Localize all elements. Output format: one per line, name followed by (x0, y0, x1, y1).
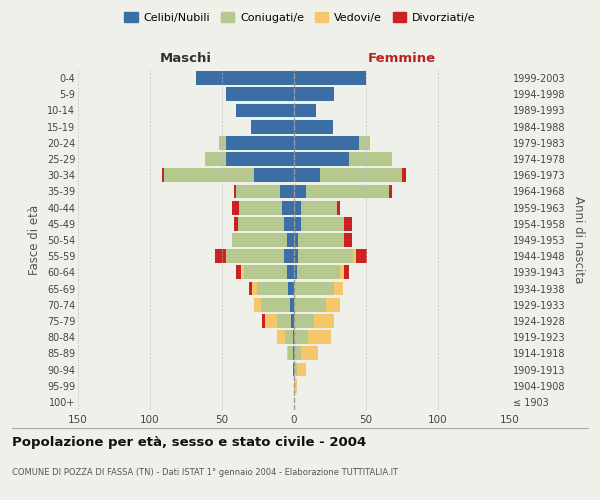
Bar (277, 330, 286, 344)
Bar (284, 217, 294, 230)
Bar (294, 71, 366, 85)
Bar (226, 88, 294, 101)
Bar (252, 282, 257, 296)
Bar (301, 200, 337, 214)
Bar (359, 136, 370, 149)
Text: COMUNE DI POZZA DI FASSA (TN) - Dati ISTAT 1° gennaio 2004 - Elaborazione TUTTIT: COMUNE DI POZZA DI FASSA (TN) - Dati IST… (12, 468, 398, 477)
Bar (287, 266, 294, 280)
Bar (293, 362, 294, 376)
Bar (226, 152, 294, 166)
Bar (244, 266, 287, 280)
Bar (287, 233, 294, 247)
Bar (287, 346, 288, 360)
Bar (294, 104, 316, 118)
Bar (301, 346, 319, 360)
Bar (294, 168, 320, 182)
Bar (280, 184, 294, 198)
Bar (293, 330, 294, 344)
Bar (288, 282, 294, 296)
Bar (301, 217, 344, 230)
Bar (297, 362, 305, 376)
Bar (250, 282, 252, 296)
Bar (344, 266, 349, 280)
Bar (294, 88, 334, 101)
Bar (232, 200, 239, 214)
Bar (294, 233, 298, 247)
Bar (233, 184, 236, 198)
Text: Popolazione per età, sesso e stato civile - 2004: Popolazione per età, sesso e stato civil… (12, 436, 366, 449)
Bar (283, 200, 294, 214)
Bar (284, 250, 294, 263)
Bar (236, 266, 241, 280)
Bar (353, 250, 356, 263)
Bar (233, 217, 238, 230)
Bar (294, 184, 305, 198)
Bar (286, 330, 293, 344)
Bar (265, 314, 277, 328)
Bar (294, 136, 359, 149)
Bar (356, 250, 367, 263)
Bar (262, 314, 265, 328)
Bar (161, 168, 164, 182)
Bar (254, 298, 261, 312)
Bar (297, 266, 340, 280)
Text: Maschi: Maschi (160, 52, 212, 65)
Bar (294, 282, 334, 296)
Bar (293, 346, 294, 360)
Bar (251, 120, 294, 134)
Bar (294, 120, 333, 134)
Bar (290, 298, 294, 312)
Y-axis label: Anni di nascita: Anni di nascita (572, 196, 585, 284)
Text: Femmine: Femmine (368, 52, 436, 65)
Bar (261, 298, 290, 312)
Bar (305, 184, 389, 198)
Y-axis label: Fasce di età: Fasce di età (28, 205, 41, 275)
Bar (294, 379, 297, 392)
Bar (326, 298, 340, 312)
Bar (294, 346, 301, 360)
Bar (196, 71, 294, 85)
Bar (340, 266, 344, 280)
Bar (294, 266, 297, 280)
Bar (334, 282, 343, 296)
Bar (239, 200, 283, 214)
Bar (344, 233, 352, 247)
Legend: Celibi/Nubili, Coniugati/e, Vedovi/e, Divorziati/e: Celibi/Nubili, Coniugati/e, Vedovi/e, Di… (120, 8, 480, 28)
Bar (288, 346, 293, 360)
Bar (337, 200, 340, 214)
Bar (236, 104, 294, 118)
Bar (349, 152, 392, 166)
Bar (314, 314, 334, 328)
Bar (294, 298, 326, 312)
Bar (294, 152, 349, 166)
Bar (294, 217, 301, 230)
Bar (277, 314, 291, 328)
Bar (226, 250, 284, 263)
Bar (389, 184, 392, 198)
Bar (298, 233, 344, 247)
Bar (254, 168, 294, 182)
Bar (238, 217, 284, 230)
Bar (241, 266, 244, 280)
Bar (215, 250, 226, 263)
Bar (308, 330, 331, 344)
Bar (320, 168, 402, 182)
Bar (344, 217, 352, 230)
Bar (294, 330, 308, 344)
Bar (219, 136, 226, 149)
Bar (294, 314, 314, 328)
Bar (164, 168, 254, 182)
Bar (257, 282, 288, 296)
Bar (402, 168, 406, 182)
Bar (294, 200, 301, 214)
Bar (291, 314, 294, 328)
Bar (298, 250, 353, 263)
Bar (236, 184, 280, 198)
Bar (294, 250, 298, 263)
Bar (226, 136, 294, 149)
Bar (232, 233, 287, 247)
Bar (294, 362, 297, 376)
Bar (205, 152, 226, 166)
